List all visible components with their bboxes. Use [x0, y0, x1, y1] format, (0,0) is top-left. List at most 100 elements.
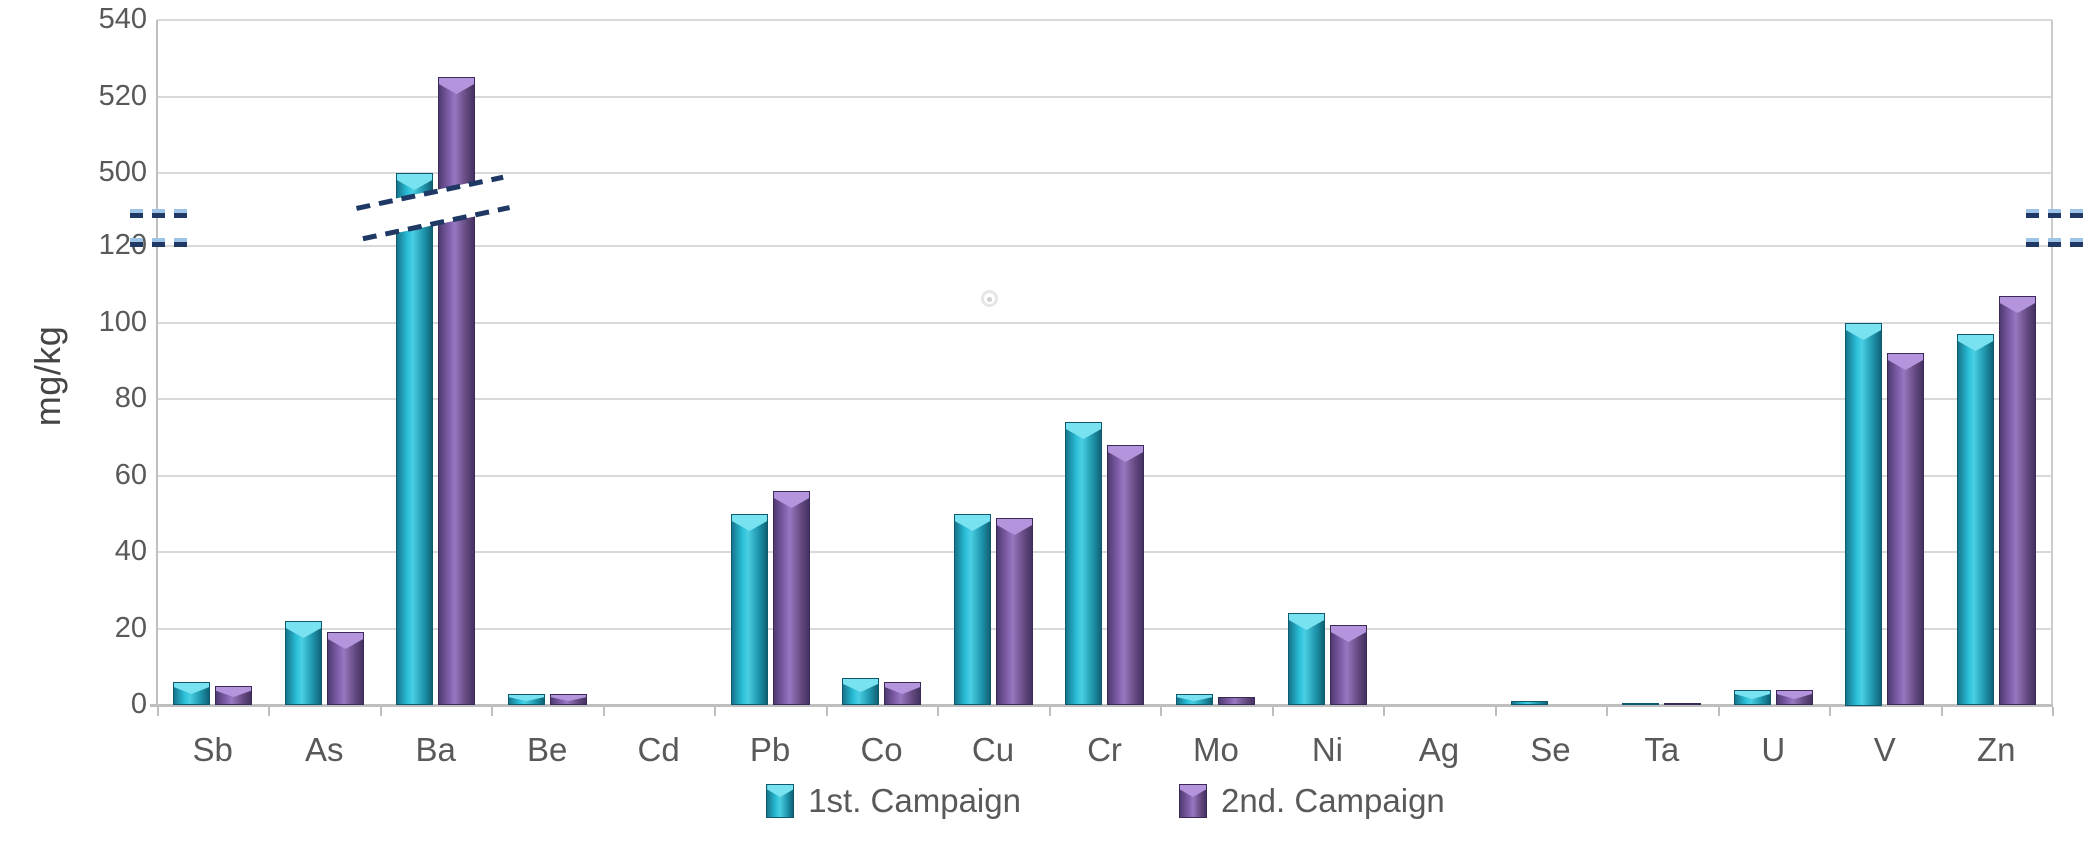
y-tick-label-0: 0 — [130, 688, 147, 720]
bar-top-highlight — [843, 679, 878, 692]
category-label-u: U — [1761, 731, 1786, 768]
bar-cr-series2 — [1107, 445, 1144, 705]
y-tick-label-500: 500 — [98, 156, 147, 188]
bar-top-highlight — [216, 687, 251, 697]
y-tick-label-40: 40 — [114, 535, 147, 567]
bar-top-highlight — [1888, 354, 1923, 370]
y-axis-title: mg/kg — [27, 325, 68, 427]
y-tick-label-20: 20 — [114, 612, 147, 644]
axis-break-mark-left-lower — [130, 238, 192, 247]
legend-swatch-1 — [766, 784, 795, 818]
bar-as-series1 — [285, 621, 322, 705]
bar-top-highlight — [439, 78, 474, 94]
legend-item-2: 2nd. Campaign — [1178, 782, 1445, 820]
category-label-pb: Pb — [749, 731, 791, 768]
bar-top-highlight — [509, 695, 544, 701]
bar-se-series1 — [1511, 701, 1548, 705]
axis-break-band-on-bars — [360, 176, 506, 240]
bar-top-highlight — [1289, 614, 1324, 630]
bar-co-series2 — [884, 682, 921, 705]
gridline-20 — [157, 628, 2052, 630]
legend-label-2: 2nd. Campaign — [1220, 782, 1445, 819]
x-axis-tick — [157, 707, 159, 716]
bar-cr-series1 — [1065, 422, 1102, 705]
bar-u-series1 — [1734, 690, 1771, 705]
bar-ba-series2 — [438, 77, 475, 705]
bar-top-highlight — [328, 633, 363, 649]
x-axis-tick — [826, 707, 828, 716]
bar-top-highlight — [732, 515, 767, 531]
bar-cu-series2 — [996, 518, 1033, 705]
bar-mo-series2 — [1218, 697, 1255, 705]
bar-cu-series1 — [954, 514, 991, 705]
axis-break-mark-right-upper — [2026, 209, 2088, 218]
x-axis-tick — [1941, 707, 1943, 716]
bar-co-series1 — [842, 678, 879, 705]
bar-top-highlight — [1331, 626, 1366, 642]
x-axis-tick — [714, 707, 716, 716]
x-axis-tick — [1049, 707, 1051, 716]
bar-sb-series1 — [173, 682, 210, 705]
x-axis-tick — [1718, 707, 1720, 716]
category-label-sb: Sb — [192, 731, 233, 768]
category-label-v: V — [1873, 731, 1896, 768]
y-tick-label-520: 520 — [98, 80, 147, 112]
bar-top-highlight — [1177, 695, 1212, 701]
bar-top-highlight — [955, 515, 990, 531]
bar-top-highlight — [2000, 297, 2035, 313]
x-axis-line — [150, 704, 2053, 707]
bar-ta-series2 — [1664, 703, 1701, 705]
bar-ni-series2 — [1330, 625, 1367, 705]
legend-swatch-2 — [1178, 784, 1207, 818]
x-axis-tick — [603, 707, 605, 716]
bar-top-highlight — [1777, 691, 1812, 699]
x-axis-tick — [2052, 707, 2054, 716]
x-axis-tick — [1606, 707, 1608, 716]
category-label-ag: Ag — [1418, 731, 1460, 768]
gridline-60 — [157, 475, 2052, 477]
legend-swatch-highlight — [1179, 785, 1206, 797]
bar-pb-series1 — [731, 514, 768, 705]
y-axis-line — [156, 20, 158, 707]
x-axis-tick — [380, 707, 382, 716]
bar-top-highlight — [1958, 335, 1993, 351]
bar-top-highlight — [997, 519, 1032, 535]
legend-swatch-highlight — [767, 785, 794, 797]
gridline-500 — [157, 172, 2052, 174]
bar-be-series1 — [508, 694, 545, 705]
x-axis-tick — [1383, 707, 1385, 716]
x-axis-tick — [491, 707, 493, 716]
gridline-80 — [157, 398, 2052, 400]
y-tick-label-540: 540 — [98, 3, 147, 35]
category-label-co: Co — [860, 731, 903, 768]
bar-ta-series1 — [1622, 703, 1659, 705]
y-tick-label-100: 100 — [98, 306, 147, 338]
x-axis-tick — [268, 707, 270, 716]
bar-top-highlight — [1846, 324, 1881, 340]
legend-label-1: 1st. Campaign — [808, 782, 1021, 819]
bar-pb-series2 — [773, 491, 810, 705]
gridline-100 — [157, 322, 2052, 324]
category-label-mo: Mo — [1193, 731, 1239, 768]
bar-v-series1 — [1845, 323, 1882, 706]
bar-mo-series1 — [1176, 694, 1213, 705]
bar-sb-series2 — [215, 686, 252, 705]
bar-zn-series1 — [1957, 334, 1994, 705]
category-label-cr: Cr — [1087, 731, 1122, 768]
bar-top-highlight — [885, 683, 920, 694]
category-label-cu: Cu — [971, 731, 1015, 768]
x-axis-tick — [1829, 707, 1831, 716]
gridline-120 — [157, 245, 2052, 247]
bar-top-highlight — [1108, 446, 1143, 462]
gridline-520 — [157, 96, 2052, 98]
bar-top-highlight — [397, 174, 432, 190]
category-label-ta: Ta — [1644, 731, 1680, 768]
legend: 1st. Campaign 2nd. Campaign — [56, 782, 2099, 820]
gridline-540 — [157, 19, 2052, 21]
x-axis-tick — [1160, 707, 1162, 716]
faint-watermark-dot — [981, 290, 998, 307]
plot-right-border — [2051, 20, 2053, 705]
bar-top-highlight — [1735, 691, 1770, 699]
bar-as-series2 — [327, 632, 364, 705]
